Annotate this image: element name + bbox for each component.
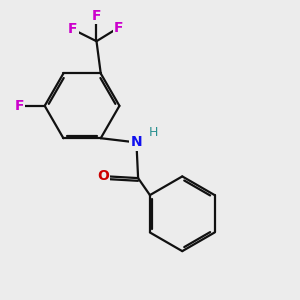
Text: O: O [98, 169, 109, 183]
Text: N: N [130, 135, 142, 149]
Text: F: F [114, 21, 123, 34]
Text: H: H [149, 126, 158, 139]
Text: F: F [14, 99, 24, 113]
Text: F: F [68, 22, 77, 36]
Text: F: F [92, 9, 101, 23]
